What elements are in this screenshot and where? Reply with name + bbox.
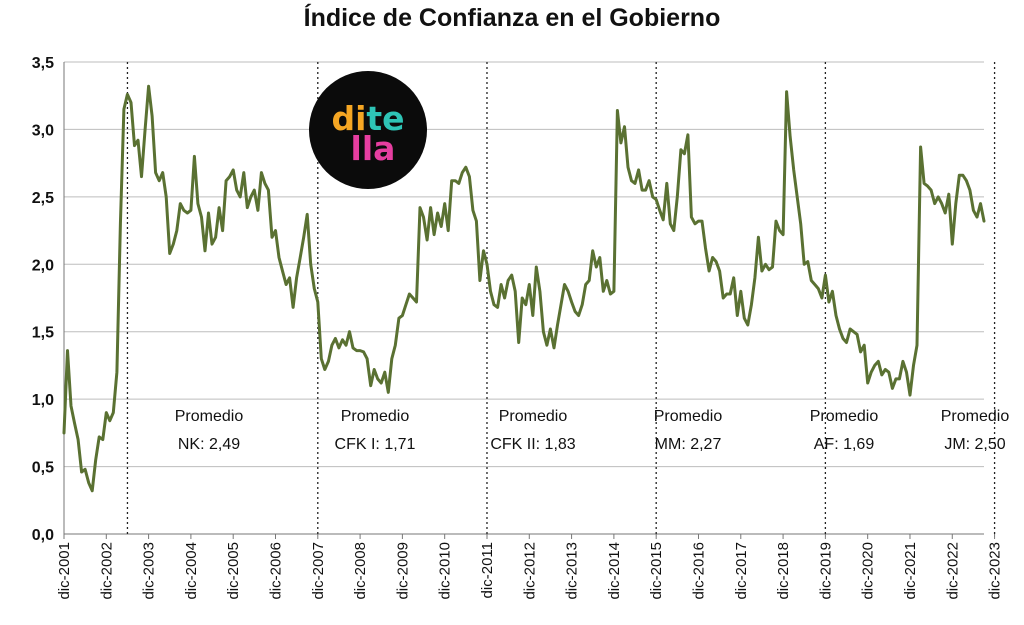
chart-title: Índice de Confianza en el Gobierno <box>303 4 721 32</box>
x-tick-label: dic-2001 <box>56 542 73 600</box>
x-tick-label: dic-2012 <box>521 542 538 600</box>
annotation-heading: Promedio <box>810 408 879 425</box>
series-line <box>62 84 986 493</box>
y-tick-label: 3,0 <box>32 122 54 139</box>
y-tick-label: 3,5 <box>32 55 54 72</box>
y-tick-label: 2,5 <box>32 190 54 207</box>
ditella-logo: dite lla <box>309 71 427 189</box>
period-annotations: Promedio NK: 2,49 Promedio CFK I: 1,71 Prome… <box>175 408 1010 453</box>
x-tick-label: dic-2023 <box>987 542 1004 600</box>
x-tick-label: dic-2008 <box>352 542 369 600</box>
x-tick-label: dic-2011 <box>479 542 496 598</box>
gridlines <box>63 61 984 535</box>
x-tick-label: dic-2005 <box>225 542 242 600</box>
annotation-average: JM: 2,50 <box>944 436 1005 453</box>
annotation-average: CFK II: 1,83 <box>490 436 575 453</box>
logo-circle <box>309 71 427 189</box>
x-tick-label: dic-2019 <box>817 542 834 600</box>
logo-text-lla: lla <box>351 129 396 168</box>
x-tick-label: dic-2003 <box>141 542 158 600</box>
y-tick-label: 0,0 <box>32 527 54 544</box>
y-tick-label: 2,0 <box>32 257 54 274</box>
x-tick-label: dic-2006 <box>267 542 284 600</box>
x-tick-label: dic-2007 <box>310 542 327 600</box>
x-tick-label: dic-2016 <box>690 542 707 600</box>
annotation-heading: Promedio <box>175 408 244 425</box>
x-tick-label: dic-2002 <box>98 542 115 600</box>
x-tick-label: dic-2020 <box>860 542 877 600</box>
series-layer <box>62 84 986 493</box>
annotation-average: CFK I: 1,71 <box>335 436 416 453</box>
logo-text-row1: dite <box>331 99 404 138</box>
y-axis-ticks: 0,0 0,5 1,0 1,5 2,0 2,5 3,0 3,5 <box>32 55 54 544</box>
y-tick-label: 0,5 <box>32 460 54 477</box>
x-tick-label: dic-2014 <box>606 542 623 600</box>
annotation-average: MM: 2,27 <box>655 436 722 453</box>
annotation-heading: Promedio <box>654 408 723 425</box>
x-tick-label: dic-2013 <box>564 542 581 600</box>
x-tick-label: dic-2018 <box>775 542 792 600</box>
annotation-average: AF: 1,69 <box>814 436 875 453</box>
logo-text-te: te <box>366 99 404 138</box>
x-tick-label: dic-2010 <box>437 542 454 600</box>
logo-text-di: di <box>331 99 366 138</box>
annotation-heading: Promedio <box>341 408 410 425</box>
x-tick-label: dic-2015 <box>648 542 665 600</box>
x-tick-label: dic-2004 <box>183 542 200 600</box>
x-tick-label: dic-2021 <box>902 542 919 600</box>
y-tick-label: 1,0 <box>32 392 54 409</box>
annotation-average: NK: 2,49 <box>178 436 240 453</box>
x-tick-label: dic-2022 <box>944 542 961 600</box>
annotation-heading: Promedio <box>499 408 568 425</box>
annotation-heading: Promedio <box>941 408 1010 425</box>
x-tick-label: dic-2017 <box>733 542 750 600</box>
x-tick-label: dic-2009 <box>394 542 411 600</box>
y-tick-label: 1,5 <box>32 325 54 342</box>
x-axis-ticks: dic-2001 dic-2002 dic-2003 dic-2004 dic-2005… <box>56 534 1004 600</box>
